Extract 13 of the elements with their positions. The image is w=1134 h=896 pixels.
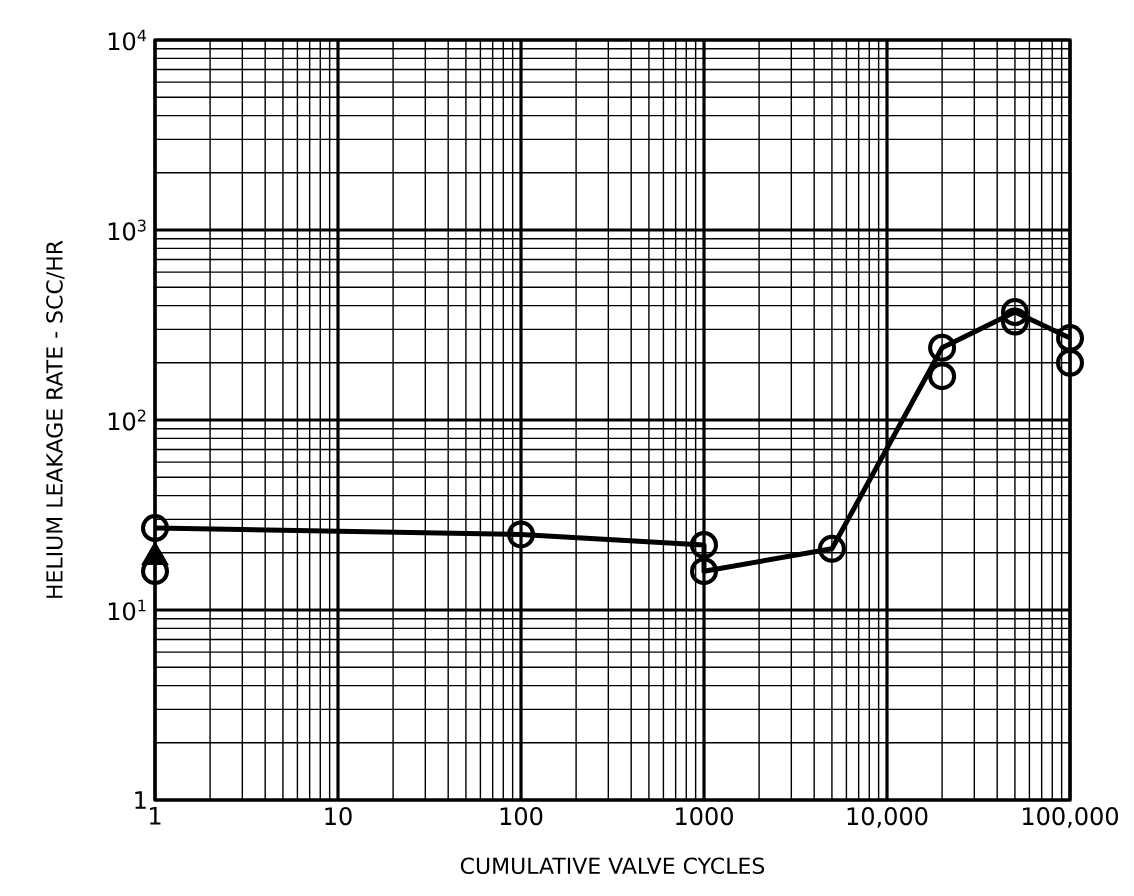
y-tick-label: 10$^{1}$ <box>108 599 146 621</box>
y-tick-label: 10$^{4}$ <box>108 29 147 51</box>
x-tick-label: 100 <box>500 807 543 826</box>
y-tick-label: 1 <box>135 791 146 809</box>
y-axis-title: HELIUM LEAKAGE RATE - SCC/HR <box>46 240 65 598</box>
x-tick-label: 1 <box>150 807 161 825</box>
x-tick-label: 1000 <box>676 807 733 826</box>
y-tick-label: 10$^{2}$ <box>108 409 146 431</box>
x-axis-title: CUMULATIVE VALVE CYCLES <box>460 857 765 875</box>
x-tick-label: 10,000 <box>847 807 928 828</box>
y-tick-label: 10$^{3}$ <box>108 219 146 241</box>
x-tick-label: 100,000 <box>1023 807 1119 828</box>
x-tick-label: 10 <box>325 807 352 826</box>
